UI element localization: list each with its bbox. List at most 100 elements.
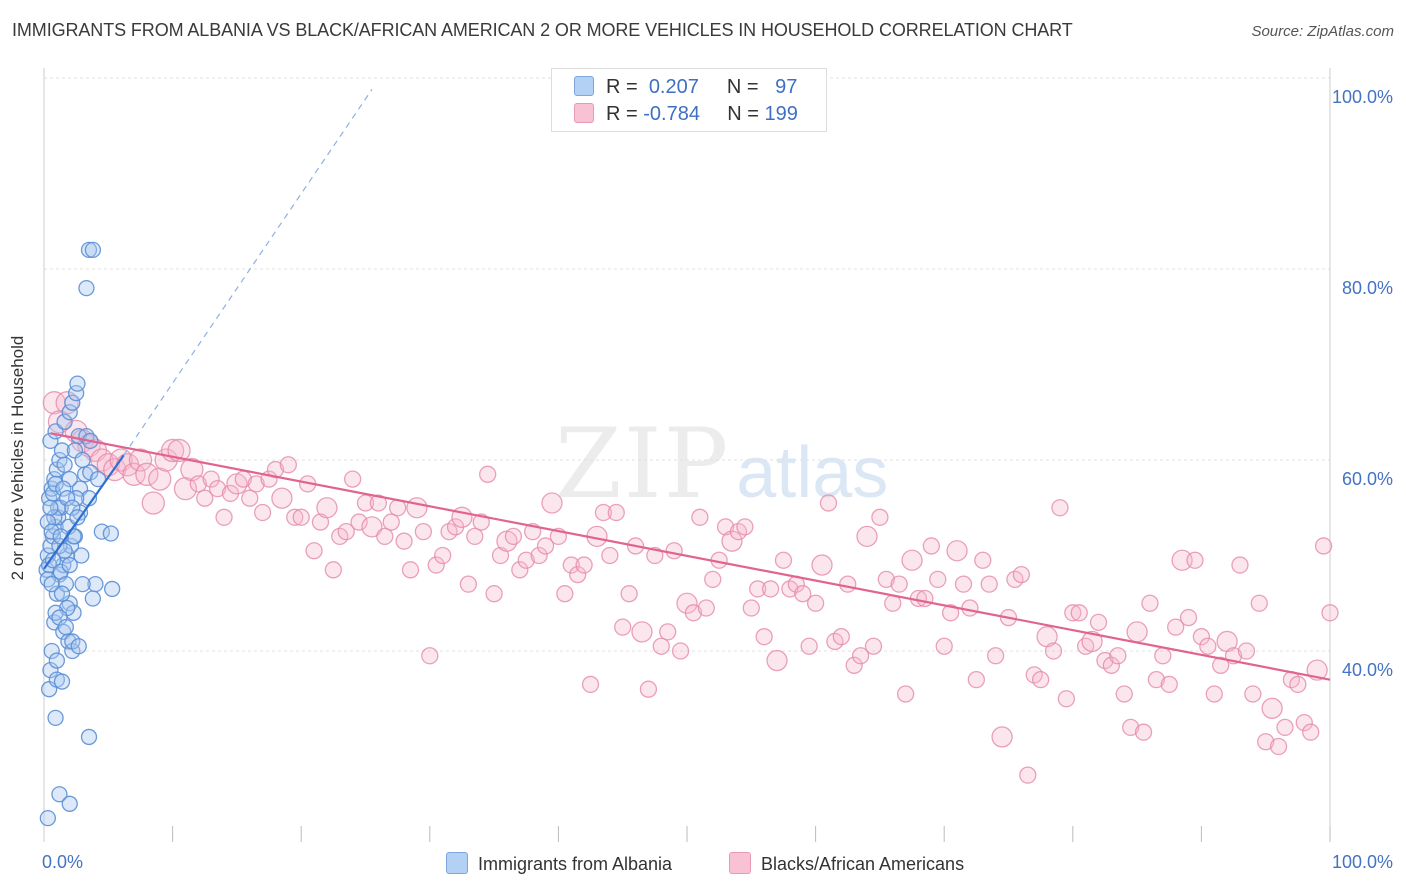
data-point [1154,647,1172,665]
albania-points [38,241,121,827]
data-point [890,575,908,593]
data-point [343,470,362,488]
data-point [704,570,722,589]
data-point [73,547,90,564]
legend-row-black: R = -0.784 N = 199 [574,103,798,126]
axes [43,68,1331,842]
data-point [43,576,60,593]
data-point [48,652,66,669]
data-point [58,490,76,507]
data-point [896,685,915,703]
data-point [104,580,121,598]
legend-swatch-black [574,103,594,123]
data-point [511,561,529,579]
data-point [556,585,574,603]
data-point [47,709,64,726]
data-point [569,565,587,584]
data-point [1032,671,1050,689]
data-point [84,590,102,607]
data-point [1250,594,1268,612]
data-point [102,525,120,542]
data-point [1126,621,1148,643]
data-point [856,525,878,548]
data-point [401,561,420,579]
data-point [69,375,86,392]
data-point [61,470,78,488]
data-point [864,637,883,655]
data-point [122,462,146,486]
data-point [1186,551,1204,569]
data-point [69,509,86,526]
data-point [659,623,677,641]
data-point [44,552,62,569]
data-point [639,680,658,698]
data-point [736,518,754,536]
data-point [941,604,960,622]
data-point [382,513,400,531]
y-tick-label: 60.0% [1341,469,1393,489]
data-point [84,241,102,259]
legend-r-label: R = [606,76,638,98]
legend-r-label: R = [606,103,638,125]
data-point [967,671,985,689]
data-point [148,467,172,491]
source-label: Source: ZipAtlas.com [1251,23,1394,40]
data-point [271,487,293,509]
data-point [1102,656,1121,674]
data-point [434,546,452,565]
trend-lines [43,89,1331,681]
data-point [1070,604,1088,622]
data-point [1141,594,1159,612]
data-point [286,508,304,526]
data-point [196,489,214,507]
data-point [80,241,98,259]
data-point [1179,608,1198,627]
y-tick-label: 100.0% [1331,87,1393,107]
data-point [581,675,600,694]
data-point [614,618,632,636]
data-point [337,522,355,541]
data-point [74,576,91,593]
data-point [53,673,71,690]
data-point [247,475,265,493]
data-point [202,470,220,488]
data-point [676,592,698,614]
data-point [1089,613,1108,631]
data-point [51,786,68,803]
data-point [215,508,233,526]
data-point [991,726,1013,748]
data-point [721,530,743,552]
data-point [766,649,788,672]
y-axis-label: 2 or more Vehicles in Household [8,335,27,581]
data-point [1257,733,1275,751]
data-point [1160,675,1178,694]
data-point [324,561,343,579]
data-point [935,637,953,655]
data-point [1205,685,1223,703]
data-point [64,499,81,516]
data-point [1122,718,1140,737]
data-point [350,513,368,531]
data-point [241,489,259,507]
data-point [504,527,523,546]
data-point [61,795,78,812]
legend-n-value: 199 [764,103,798,125]
data-point [601,546,619,565]
data-point [1115,685,1133,703]
data-point [61,404,78,421]
data-point [1314,537,1333,555]
data-point [459,575,478,593]
data-point [536,537,555,555]
legend-n-label: N = [726,76,759,98]
data-point [800,637,818,655]
data-point [1134,723,1153,741]
data-point [1147,671,1166,689]
y-tick-label: 80.0% [1341,278,1393,298]
trend-line-albania [43,454,125,570]
data-point [253,503,272,522]
data-point [620,585,638,603]
data-point [1302,723,1320,741]
y-tick-label: 40.0% [1341,660,1393,680]
data-point [1321,604,1339,622]
data-point [53,585,71,602]
